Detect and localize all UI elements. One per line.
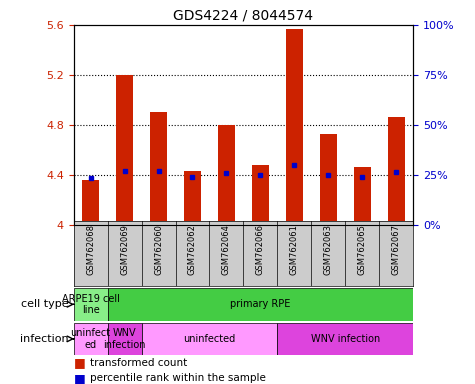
Text: transformed count: transformed count xyxy=(90,358,188,368)
Bar xyxy=(252,165,269,225)
Text: uninfect
ed: uninfect ed xyxy=(71,328,111,350)
Text: GSM762063: GSM762063 xyxy=(324,224,333,275)
Bar xyxy=(107,323,142,355)
Text: GSM762069: GSM762069 xyxy=(120,224,129,275)
Text: GSM762061: GSM762061 xyxy=(290,224,299,275)
Bar xyxy=(354,167,371,225)
Bar xyxy=(74,288,107,321)
Bar xyxy=(320,134,337,225)
Text: GSM762062: GSM762062 xyxy=(188,224,197,275)
Bar xyxy=(218,125,235,225)
Text: primary RPE: primary RPE xyxy=(230,299,291,310)
Bar xyxy=(286,29,303,225)
Bar xyxy=(150,112,167,225)
Text: ■: ■ xyxy=(74,372,86,384)
Bar xyxy=(82,180,99,225)
Text: GSM762064: GSM762064 xyxy=(222,224,231,275)
Text: infection: infection xyxy=(20,334,69,344)
Text: cell type: cell type xyxy=(21,299,69,310)
Bar xyxy=(277,323,413,355)
Text: GSM762060: GSM762060 xyxy=(154,224,163,275)
Text: WNV
infection: WNV infection xyxy=(104,328,146,350)
Text: GSM762068: GSM762068 xyxy=(86,224,95,275)
Text: uninfected: uninfected xyxy=(183,334,236,344)
Text: percentile rank within the sample: percentile rank within the sample xyxy=(90,373,266,383)
Text: GSM762066: GSM762066 xyxy=(256,224,265,275)
Title: GDS4224 / 8044574: GDS4224 / 8044574 xyxy=(173,8,314,22)
Bar xyxy=(184,171,201,225)
Text: GSM762067: GSM762067 xyxy=(392,224,401,275)
Text: ■: ■ xyxy=(74,356,86,369)
Bar xyxy=(116,75,133,225)
Text: WNV infection: WNV infection xyxy=(311,334,380,344)
Bar xyxy=(142,323,277,355)
Bar xyxy=(74,323,107,355)
Text: ARPE19 cell
line: ARPE19 cell line xyxy=(62,293,120,315)
Text: GSM762065: GSM762065 xyxy=(358,224,367,275)
Bar xyxy=(388,118,405,225)
